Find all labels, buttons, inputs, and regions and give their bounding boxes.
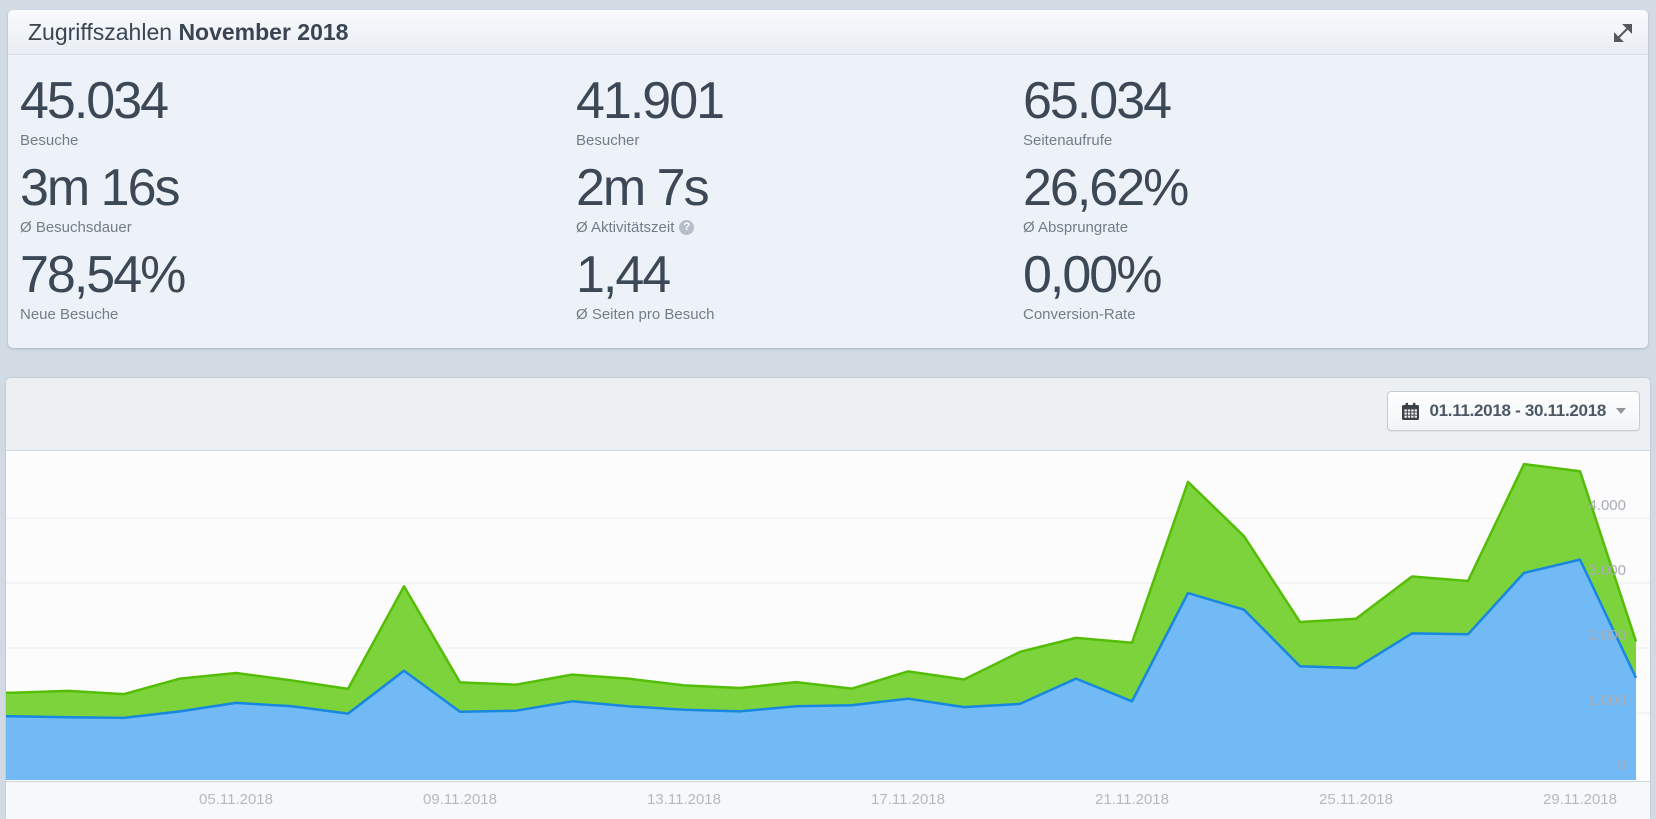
x-axis-label: 13.11.2018 [647, 791, 721, 808]
stat-value: 26,62% [1023, 159, 1189, 218]
stat-aktivitaetszeit: 2m 7s Ø Aktivitätszeit? [576, 161, 723, 236]
page-title: Zugriffszahlen November 2018 [28, 19, 348, 46]
stat-value: 0,00% [1023, 246, 1162, 305]
x-axis-label: 17.11.2018 [871, 791, 945, 808]
y-axis-label: 4.000 [1588, 497, 1626, 514]
calendar-icon [1401, 402, 1420, 421]
date-range-selector[interactable]: 01.11.2018 - 30.11.2018 [1386, 391, 1640, 431]
stat-value: 65.034 [1023, 72, 1172, 130]
stat-label-text: Ø Aktivitätszeit [576, 218, 675, 236]
page-title-prefix: Zugriffszahlen [28, 18, 173, 45]
stat-value: 3m 16s [20, 159, 181, 218]
x-axis-label: 25.11.2018 [1319, 791, 1393, 808]
x-axis-label: 21.11.2018 [1095, 791, 1169, 808]
stats-column-1: 45.034 Besuche 3m 16s Ø Besuchsdauer 78,… [20, 74, 186, 335]
y-axis-label: 2.000 [1588, 627, 1626, 644]
x-axis-label: 05.11.2018 [199, 791, 273, 808]
stat-label: Besucher [576, 131, 640, 149]
stats-column-2: 41.901 Besucher 2m 7s Ø Aktivitätszeit? … [576, 72, 725, 335]
x-axis-label: 09.11.2018 [423, 791, 497, 808]
chart-panel: 01.11.2018 - 30.11.2018 0 1.000 2.000 3.000… [6, 378, 1650, 819]
stat-conversion-rate: 0,00% Conversion-Rate [1023, 248, 1187, 323]
chevron-down-icon [1616, 408, 1626, 414]
visits-area-chart: 0 1.000 2.000 3.000 4.000 [6, 451, 1650, 781]
y-axis-label: 0 [1618, 757, 1626, 774]
stat-besuchsdauer: 3m 16s Ø Besuchsdauer [20, 161, 184, 236]
stat-seitenaufrufe: 65.034 Seitenaufrufe [1023, 74, 1187, 149]
stat-label: Neue Besuche [20, 305, 119, 323]
stat-label: Conversion-Rate [1023, 305, 1136, 323]
stat-label: Ø Besuchsdauer [20, 218, 132, 236]
series-line-besuche [6, 558, 1638, 720]
chart-panel-header: 01.11.2018 - 30.11.2018 [6, 378, 1650, 451]
x-axis-label: 29.11.2018 [1543, 791, 1617, 808]
page-title-period: November 2018 [178, 18, 349, 45]
stats-column-3: 65.034 Seitenaufrufe 26,62% Ø Absprungra… [1023, 74, 1189, 335]
stat-besuche: 45.034 Besuche [20, 74, 184, 149]
stat-value: 2m 7s [576, 159, 710, 218]
stat-value: 41.901 [576, 72, 725, 130]
stat-value: 78,54% [20, 246, 186, 305]
stat-label: Ø Seiten pro Besuch [576, 305, 715, 323]
date-range-label: 01.11.2018 - 30.11.2018 [1429, 401, 1607, 420]
series-area-besuche [6, 559, 1636, 780]
summary-panel-header: Zugriffszahlen November 2018 [8, 10, 1648, 55]
stat-value: 1,44 [576, 246, 671, 305]
stat-neue-besuche: 78,54% Neue Besuche [20, 246, 186, 323]
stat-label: Besuche [20, 131, 79, 149]
stat-seiten-pro-besuch: 1,44 Ø Seiten pro Besuch [576, 248, 723, 323]
help-icon[interactable]: ? [679, 219, 695, 235]
series-line-seitenaufrufe [6, 462, 1638, 696]
y-axis-label: 3.000 [1588, 562, 1626, 579]
stat-absprungrate: 26,62% Ø Absprungrate [1023, 159, 1189, 236]
chart-svg: 0 1.000 2.000 3.000 4.000 [6, 462, 1650, 780]
stat-value: 45.034 [20, 72, 169, 130]
y-axis-label: 1.000 [1588, 692, 1626, 709]
stat-label: Ø Aktivitätszeit? [576, 218, 723, 236]
stat-besucher: 41.901 Besucher [576, 72, 725, 149]
chart-x-axis: 05.11.2018 09.11.2018 13.11.2018 17.11.2018… [6, 781, 1650, 819]
summary-panel: Zugriffszahlen November 2018 45.034 Besu… [8, 10, 1648, 348]
stat-label: Ø Absprungrate [1023, 218, 1129, 236]
stat-label: Seitenaufrufe [1023, 131, 1113, 149]
expand-icon[interactable] [1610, 22, 1636, 44]
